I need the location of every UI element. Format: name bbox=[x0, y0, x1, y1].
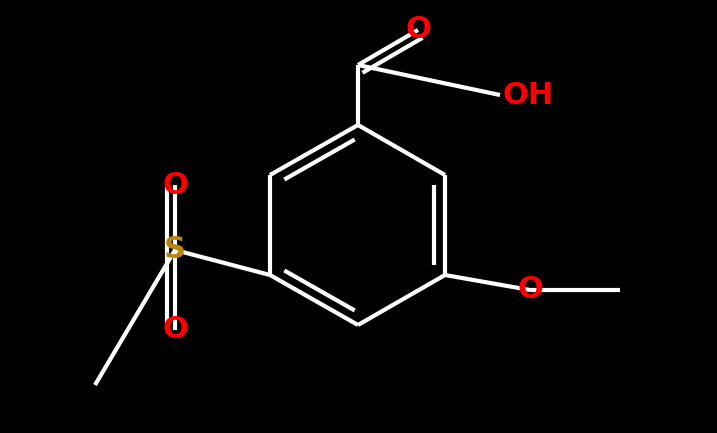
Text: O: O bbox=[405, 16, 431, 45]
Text: O: O bbox=[162, 171, 188, 200]
Text: S: S bbox=[164, 236, 186, 265]
Text: O: O bbox=[162, 316, 188, 345]
Text: O: O bbox=[517, 275, 543, 304]
Text: OH: OH bbox=[503, 81, 554, 110]
